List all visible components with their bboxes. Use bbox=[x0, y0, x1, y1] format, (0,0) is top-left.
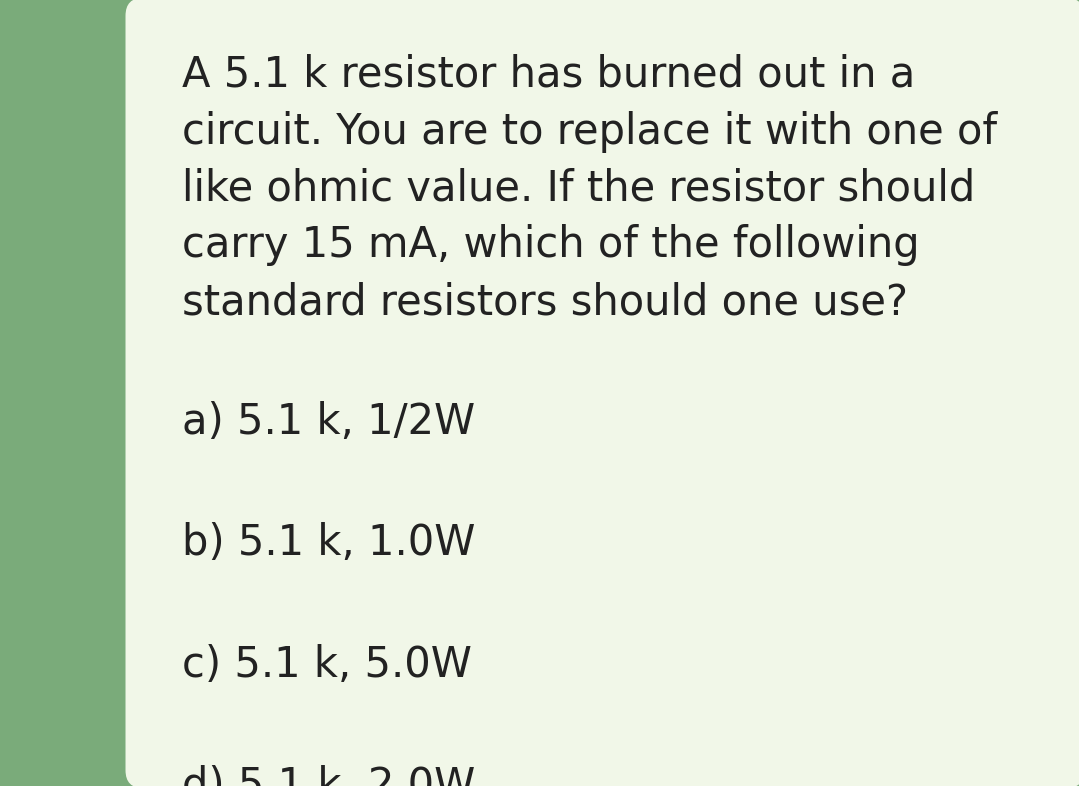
Text: b) 5.1 k, 1.0W: b) 5.1 k, 1.0W bbox=[181, 523, 475, 564]
Text: d) 5.1 k, 2.0W: d) 5.1 k, 2.0W bbox=[181, 766, 475, 786]
Text: A 5.1 k resistor has burned out in a
circuit. You are to replace it with one of
: A 5.1 k resistor has burned out in a cir… bbox=[181, 53, 997, 323]
Text: c) 5.1 k, 5.0W: c) 5.1 k, 5.0W bbox=[181, 644, 472, 686]
FancyBboxPatch shape bbox=[125, 0, 1079, 786]
Text: a) 5.1 k, 1/2W: a) 5.1 k, 1/2W bbox=[181, 401, 475, 443]
